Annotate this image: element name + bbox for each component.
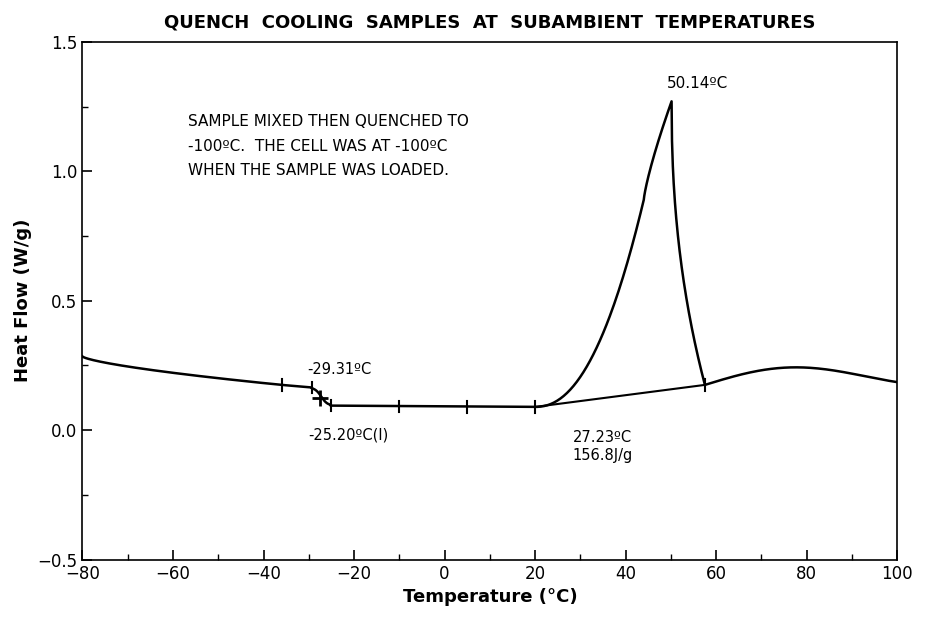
Title: QUENCH  COOLING  SAMPLES  AT  SUBAMBIENT  TEMPERATURES: QUENCH COOLING SAMPLES AT SUBAMBIENT TEM… [164, 14, 816, 32]
X-axis label: Temperature (°C): Temperature (°C) [402, 588, 578, 606]
Text: SAMPLE MIXED THEN QUENCHED TO
-100ºC.  THE CELL WAS AT -100ºC
WHEN THE SAMPLE WA: SAMPLE MIXED THEN QUENCHED TO -100ºC. TH… [188, 114, 469, 179]
Text: 50.14ºC: 50.14ºC [667, 76, 729, 91]
Text: -25.20ºC(I): -25.20ºC(I) [308, 428, 388, 443]
Y-axis label: Heat Flow (W/g): Heat Flow (W/g) [14, 219, 32, 383]
Text: 27.23ºC
156.8J/g: 27.23ºC 156.8J/g [572, 430, 632, 463]
Text: -29.31ºC: -29.31ºC [308, 362, 372, 377]
